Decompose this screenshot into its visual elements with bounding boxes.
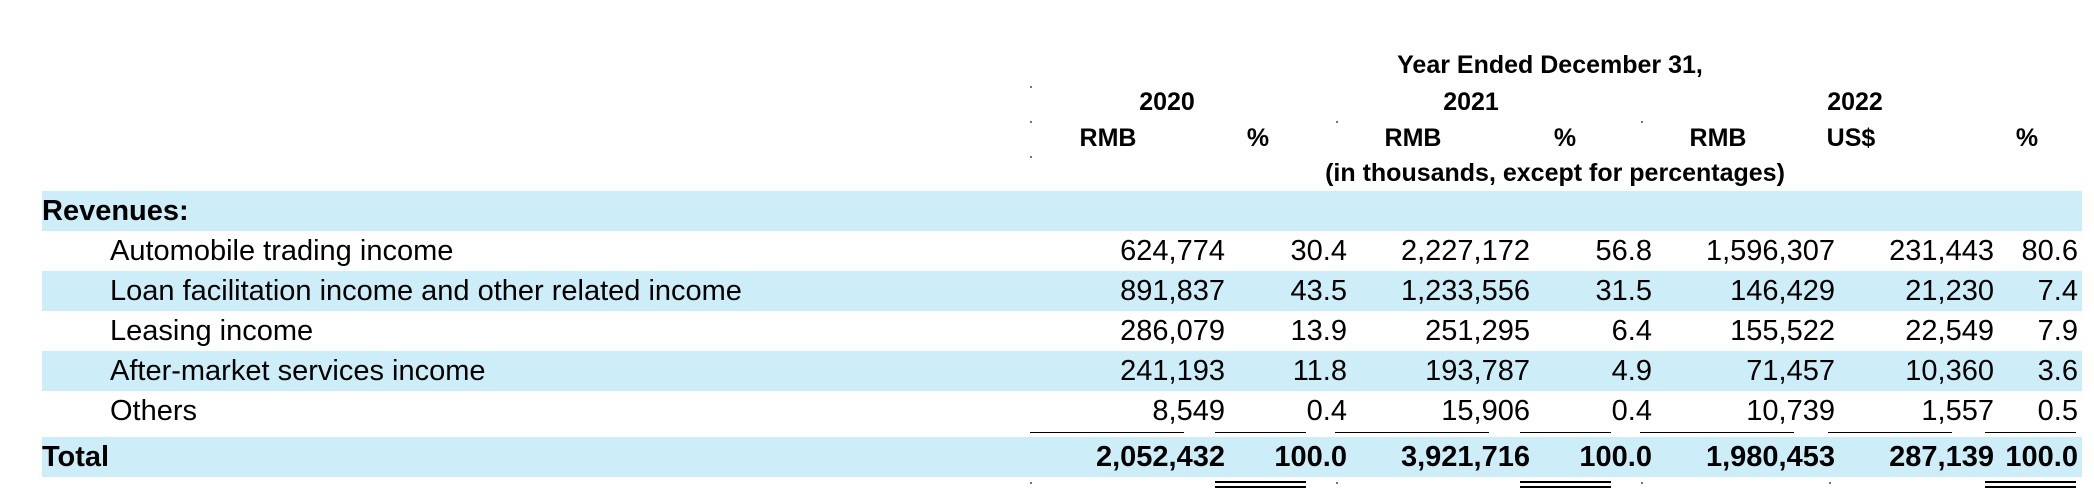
value-pct-2021: 6.4 xyxy=(1611,315,1652,347)
value-rmb-2020: 891,837 xyxy=(1120,275,1225,307)
footer-tick xyxy=(1641,482,1643,484)
year-2021: 2021 xyxy=(1443,88,1499,116)
value-pct-2021: 56.8 xyxy=(1595,235,1652,267)
table-row: Others 8,549 0.4 15,906 0.4 10,739 1,557… xyxy=(42,391,2082,431)
cropped-text-fragment xyxy=(0,0,290,8)
value-rmb-2020: 286,079 xyxy=(1120,315,1225,347)
header-tick xyxy=(1336,121,1338,123)
value-rmb-2021: 15,906 xyxy=(1441,395,1530,427)
value-rmb-2022: 1,596,307 xyxy=(1705,235,1835,267)
col-header-rmb-2020: RMB xyxy=(1079,124,1137,152)
col-header-pct-2022: % xyxy=(2015,124,2039,152)
double-rule-bottom xyxy=(1520,486,1611,488)
value-pct-2021: 0.4 xyxy=(1611,395,1652,427)
double-rule-top xyxy=(1215,481,1306,483)
value-pct-2022: 80.6 xyxy=(2021,235,2078,267)
value-rmb-2020: 8,549 xyxy=(1152,395,1225,427)
value-rmb-2022: 10,739 xyxy=(1746,395,1835,427)
double-rule-bottom xyxy=(1215,486,1306,488)
row-label: Others xyxy=(110,395,198,427)
total-label: Total xyxy=(42,441,110,473)
year-2020: 2020 xyxy=(1139,88,1195,116)
row-label: Automobile trading income xyxy=(110,235,454,267)
value-usd-2022: 1,557 xyxy=(1921,395,1994,427)
value-rmb-2022: 146,429 xyxy=(1730,275,1835,307)
value-pct-2022: 7.9 xyxy=(2037,315,2078,347)
total-row: Total 2,052,432 100.0 3,921,716 100.0 1,… xyxy=(42,437,2082,477)
subtotal-rule xyxy=(1640,432,1794,433)
units-note: (in thousands, except for percentages) xyxy=(1325,159,1785,187)
row-label: Leasing income xyxy=(110,315,314,347)
section-row: Revenues: xyxy=(42,191,2082,231)
value-rmb-2022: 71,457 xyxy=(1746,355,1835,387)
col-header-rmb-2022: RMB xyxy=(1689,124,1747,152)
double-rule-top xyxy=(1985,481,2076,483)
subtotal-rule xyxy=(1985,432,2076,433)
row-label: Loan facilitation income and other relat… xyxy=(110,275,742,307)
col-header-rmb-2021: RMB xyxy=(1384,124,1442,152)
value-pct-2020: 0.4 xyxy=(1306,395,1347,427)
value-pct-2021: 4.9 xyxy=(1611,355,1652,387)
total-rmb-2022: 1,980,453 xyxy=(1705,441,1835,473)
total-pct-2022: 100.0 xyxy=(2005,441,2078,473)
value-pct-2020: 30.4 xyxy=(1290,235,1347,267)
double-rule-bottom xyxy=(1985,486,2076,488)
value-pct-2022: 7.4 xyxy=(2037,275,2078,307)
value-pct-2020: 11.8 xyxy=(1292,355,1347,387)
value-pct-2021: 31.5 xyxy=(1595,275,1652,307)
value-rmb-2021: 1,233,556 xyxy=(1400,275,1530,307)
footer-tick xyxy=(1336,482,1338,484)
col-header-pct-2021: % xyxy=(1553,124,1577,152)
value-usd-2022: 10,360 xyxy=(1905,355,1994,387)
header-tick xyxy=(1030,86,1032,88)
value-rmb-2022: 155,522 xyxy=(1730,315,1835,347)
total-rmb-2021: 3,921,716 xyxy=(1400,441,1530,473)
value-pct-2022: 0.5 xyxy=(2037,395,2078,427)
year-2022: 2022 xyxy=(1827,88,1883,116)
subtotal-rule xyxy=(1335,432,1489,433)
double-rule-top xyxy=(1520,481,1611,483)
value-pct-2022: 3.6 xyxy=(2037,355,2078,387)
row-label: After-market services income xyxy=(110,355,486,387)
total-pct-2020: 100.0 xyxy=(1274,441,1347,473)
total-rmb-2020: 2,052,432 xyxy=(1095,441,1225,473)
header-tick xyxy=(1030,121,1032,123)
period-title: Year Ended December 31, xyxy=(1397,51,1703,79)
total-usd-2022: 287,139 xyxy=(1889,441,1994,473)
value-usd-2022: 21,230 xyxy=(1905,275,1994,307)
table-row: After-market services income 241,193 11.… xyxy=(42,351,2082,391)
value-pct-2020: 13.9 xyxy=(1290,315,1347,347)
header-tick xyxy=(1030,156,1032,158)
table-row: Leasing income 286,079 13.9 251,295 6.4 … xyxy=(42,311,2082,351)
subtotal-rule xyxy=(1215,432,1306,433)
value-rmb-2020: 624,774 xyxy=(1120,235,1225,267)
table-row: Loan facilitation income and other relat… xyxy=(42,271,2082,311)
col-header-pct-2020: % xyxy=(1246,124,1270,152)
value-pct-2020: 43.5 xyxy=(1290,275,1347,307)
value-rmb-2021: 193,787 xyxy=(1425,355,1530,387)
col-header-usd-2022: US$ xyxy=(1826,124,1876,152)
subtotal-rule xyxy=(1828,432,1952,433)
total-pct-2021: 100.0 xyxy=(1579,441,1652,473)
value-rmb-2021: 251,295 xyxy=(1425,315,1530,347)
footer-tick xyxy=(1829,482,1831,484)
footer-tick xyxy=(1030,482,1032,484)
value-rmb-2020: 241,193 xyxy=(1120,355,1225,387)
section-label: Revenues: xyxy=(42,195,189,227)
subtotal-rule xyxy=(1520,432,1611,433)
table-row: Automobile trading income 624,774 30.4 2… xyxy=(42,231,2082,271)
value-rmb-2021: 2,227,172 xyxy=(1400,235,1530,267)
value-usd-2022: 231,443 xyxy=(1889,235,1994,267)
subtotal-rule xyxy=(1030,432,1184,433)
value-usd-2022: 22,549 xyxy=(1905,315,1994,347)
header-tick xyxy=(1641,121,1643,123)
